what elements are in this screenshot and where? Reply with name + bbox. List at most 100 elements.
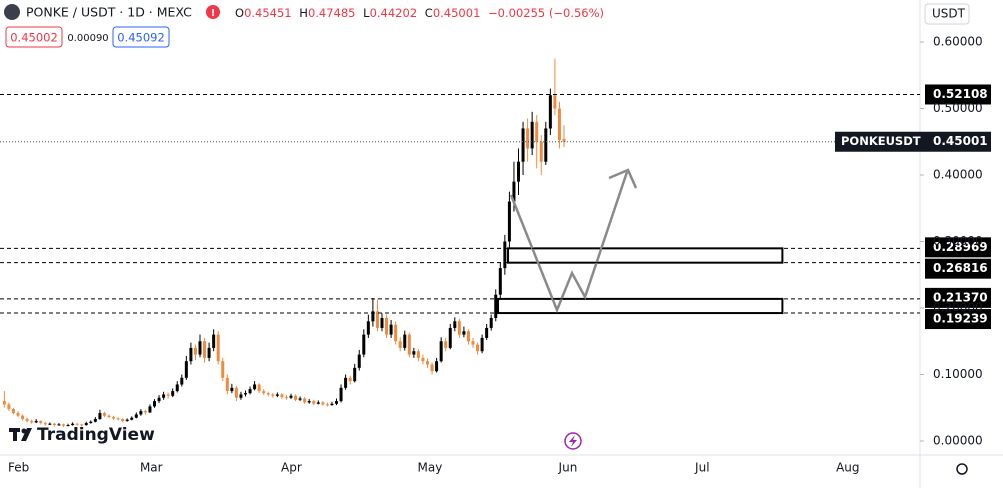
candle-body [148,406,152,413]
candle-body [303,398,307,403]
ohlc-value: 0.47485 [308,6,356,20]
candle-body [75,423,79,425]
candle-body [257,384,261,392]
x-tick-label: Jul [694,461,709,475]
axes: 0.00000 0.10000 0.20000 0.30000 0.40000 0.500… [8,35,983,475]
candle-body [203,341,207,358]
candle-body [321,402,325,405]
last-price-name: PONKEUSDT [841,134,921,148]
candle-body [212,334,216,348]
candle-body [517,161,520,182]
candle-body [239,394,243,398]
candles [2,58,566,428]
ohlc-label: H [299,6,308,20]
candle-body [535,121,539,142]
candle-body [380,317,384,328]
ask-box[interactable] [112,26,170,48]
candle-body [25,419,29,422]
y-tick-label: 0.00000 [933,434,983,448]
x-tick-label: Feb [8,461,29,475]
logo [9,428,32,441]
candle-body [421,357,425,362]
y-tick-label: 0.50000 [933,101,983,115]
candle-body [375,311,379,328]
candle-body [125,419,129,422]
candle-body [139,411,143,415]
candle-body [357,354,361,368]
candle-body [57,424,61,426]
candle-body [548,95,552,129]
candle-body [62,424,65,426]
candle-body [407,334,411,355]
candle-body [225,377,229,392]
candle-body [116,418,120,420]
candle-body [339,387,343,402]
candle-body [39,421,43,424]
candle-body [325,404,329,406]
candle-body [448,327,452,348]
candle-body [394,324,398,342]
level-label: 0.21370 [933,290,988,304]
y-tick-label: 0.40000 [933,168,983,182]
candle-body [353,367,357,382]
ohlc-value: 0.45451 [244,6,292,20]
candle-body [143,411,147,413]
candle-body [166,394,170,396]
candle-body [503,241,507,269]
candle-body [462,331,466,335]
candle-body [162,394,166,398]
x-tick-label: Apr [281,461,302,475]
candle-body [52,423,56,426]
candle-body [2,401,6,405]
candle-body [480,337,484,352]
candle-body [398,341,402,348]
candle-body [284,397,288,399]
level-label: 0.19239 [933,312,988,326]
candle-body [107,415,111,418]
candle-body [7,404,11,410]
candle-body [498,268,502,295]
currency-box[interactable] [924,3,970,25]
candle-body [530,121,534,149]
candle-body [330,403,334,406]
candle-body [544,128,548,162]
candle-body [526,128,530,149]
event-icon[interactable] [564,432,582,450]
watermark: TradingView [37,425,155,445]
candle-body [43,423,47,425]
candle-body [348,377,352,382]
symbol-icon [4,4,20,20]
settings-icon[interactable] [956,463,968,475]
bid-box[interactable] [5,26,63,48]
candle-body [121,419,125,422]
level-label: 0.52108 [933,87,988,101]
ohlc-legend: O0.45451 H0.47485 L0.44202 C0.45001 −0.0… [235,6,604,20]
candle-body [175,384,179,392]
x-tick-label: May [418,461,443,475]
symbol-title: PONKE / USDT · 1D · MEXC [26,5,192,20]
x-tick-label: Aug [836,461,859,475]
candle-body [435,361,439,372]
currency: USDT [932,7,966,21]
candle-body [412,351,416,355]
candle-body [66,425,70,427]
spread: 0.00090 [67,33,108,44]
level-label: 0.26816 [933,261,988,275]
ask: 0.45092 [117,31,165,45]
candle-body [34,421,38,423]
logo-part [21,428,32,441]
candle-body [280,394,284,398]
x-tick-label: Mar [140,461,163,475]
candle-body [71,423,75,426]
candle-body [266,393,270,395]
candle-body [403,334,407,348]
x-tick-label: Jun [558,461,578,475]
candle-body [485,327,489,338]
candle-body [307,401,311,403]
candle-body [207,347,211,358]
candle-body [562,138,566,142]
candle-body [453,321,457,328]
candle-body [416,351,420,358]
candle-body [489,317,493,328]
